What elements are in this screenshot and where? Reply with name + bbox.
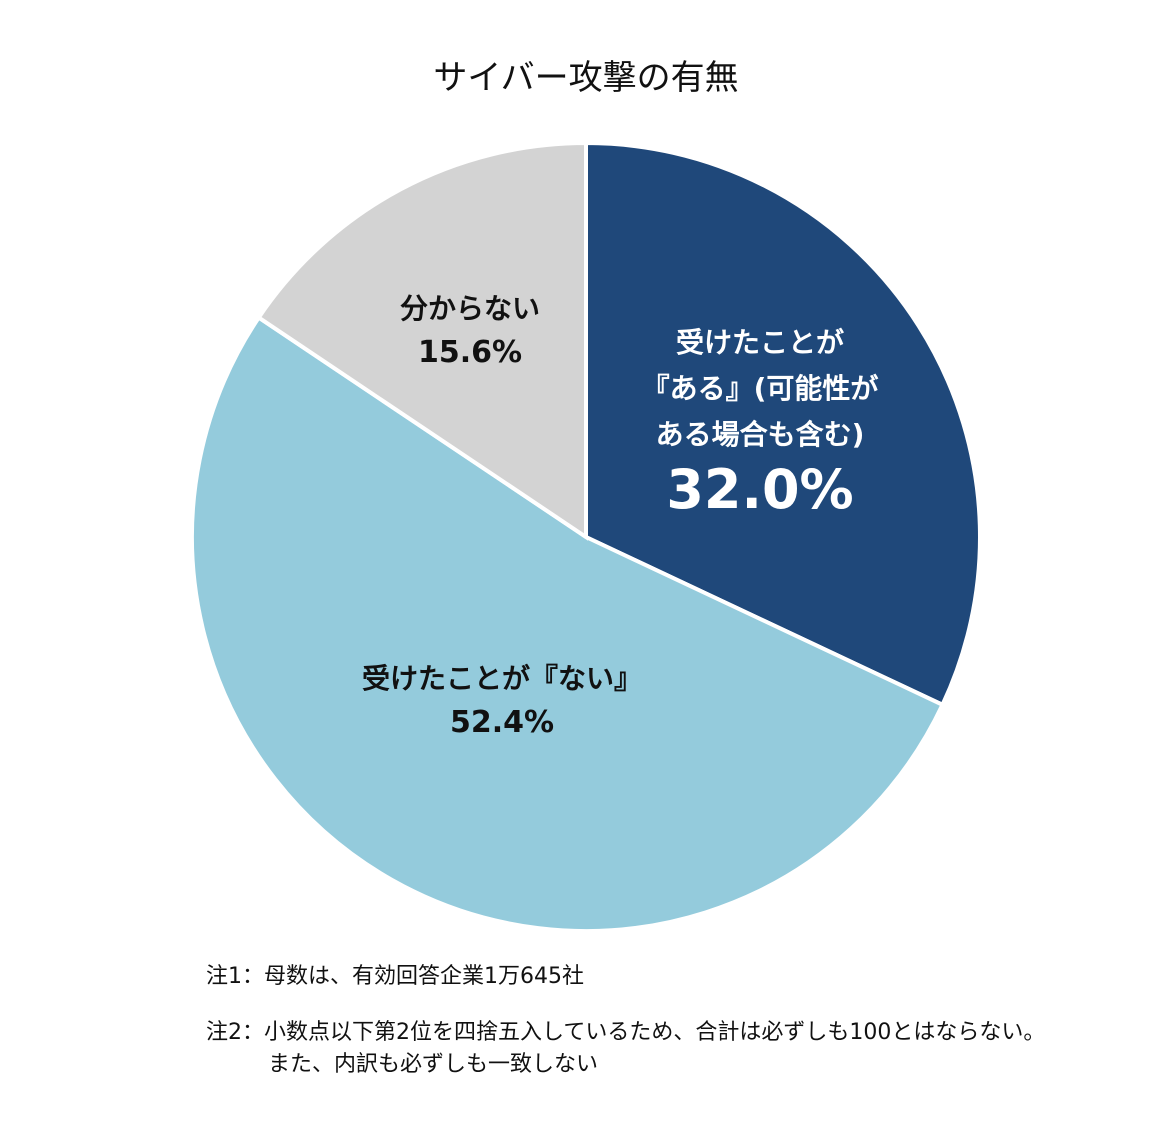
pie-slice-2 [255,140,588,541]
slice-value-label-1: 52.4% [450,705,554,740]
slice-label-0-line-2: ある場合も含む) [656,418,865,451]
slice-label-1-line-0: 受けたことが『ない』 [362,662,642,695]
note-2: 注2：小数点以下第2位を四捨五入しているため、合計は必ずしも100とはならない。 [206,1020,1046,1045]
pie-slice-1 [190,314,946,933]
note-1: 注1：母数は、有効回答企業1万645社 [206,964,584,989]
slice-value-label-0: 32.0% [666,458,853,521]
pie-slice-0 [584,140,982,708]
chart-title: サイバー攻撃の有無 [433,58,739,98]
slice-value-label-2: 15.6% [418,335,522,370]
slice-label-0-line-0: 受けたことが [676,326,844,359]
note-2-continued: また、内訳も必ずしも一致しない [268,1052,599,1077]
slice-label-0-line-1: 『ある』(可能性が [642,372,879,405]
slice-label-2-line-0: 分からない [400,292,540,325]
